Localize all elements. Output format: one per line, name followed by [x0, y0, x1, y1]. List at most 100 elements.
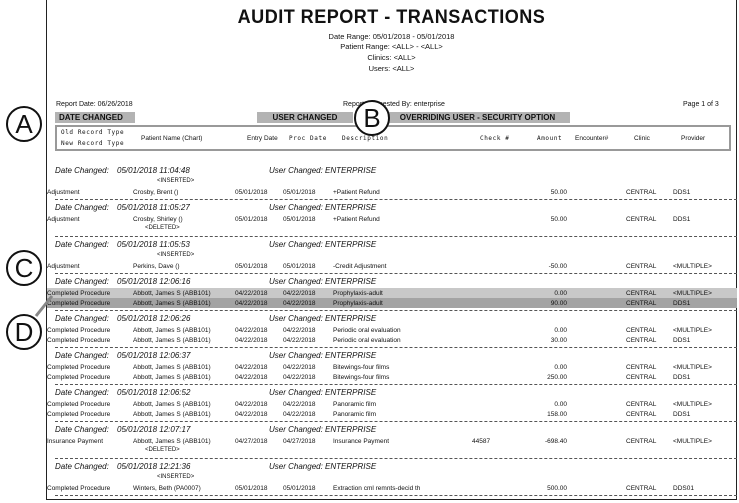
- cell-name: Abbott, James S (ABB101): [133, 401, 211, 408]
- date-changed-value: 05/01/2018 12:06:52: [117, 388, 191, 397]
- cell-provider: <MULTIPLE>: [673, 401, 712, 408]
- date-changed-label: Date Changed:: [55, 425, 109, 434]
- group-header: Date Changed: 05/01/2018 12:06:52 User Cha…: [55, 387, 737, 399]
- change-group: Date Changed: 05/01/2018 12:21:36 User Cha…: [47, 459, 737, 496]
- record-marker: <DELETED>: [55, 224, 737, 234]
- cell-desc: Bitewings-four films: [333, 364, 390, 371]
- cell-type: Completed Procedure: [47, 337, 111, 344]
- change-group: Date Changed: 05/01/2018 11:05:27 User Cha…: [47, 200, 737, 237]
- cell-desc: Prophylaxis-adult: [333, 300, 383, 307]
- cell-name: Abbott, James S (ABB101): [133, 374, 211, 381]
- col-clinic: Clinic: [634, 135, 650, 142]
- cell-amount: 250.00: [547, 374, 567, 381]
- cell-name: Abbott, James S (ABB101): [133, 438, 211, 445]
- report-page: AUDIT REPORT - TRANSACTIONS Date Range: …: [46, 0, 737, 500]
- change-group: Date Changed: 05/01/2018 12:07:17 User Cha…: [47, 422, 737, 459]
- cell-amount: 90.00: [550, 300, 567, 307]
- cell-entry: 04/22/2018: [235, 290, 268, 297]
- cell-proc: 05/01/2018: [283, 216, 316, 223]
- date-changed-value: 05/01/2018 12:21:36: [117, 462, 191, 471]
- cell-entry: 05/01/2018: [235, 216, 268, 223]
- cell-provider: DDS01: [673, 485, 694, 492]
- cell-proc: 04/22/2018: [283, 401, 316, 408]
- date-changed-label: Date Changed:: [55, 462, 109, 471]
- cell-provider: DDS1: [673, 189, 691, 196]
- date-changed-label: Date Changed:: [55, 277, 109, 286]
- cell-clinic: CENTRAL: [626, 401, 657, 408]
- group-header: Date Changed: 05/01/2018 11:05:53 User Cha…: [55, 239, 737, 251]
- cell-name: Abbott, James S (ABB101): [133, 364, 211, 371]
- cell-entry: 04/22/2018: [235, 411, 268, 418]
- cell-desc: -Credit Adjustment: [333, 263, 387, 270]
- change-group: Date Changed: 05/01/2018 12:06:37 User Cha…: [47, 348, 737, 385]
- cell-desc: Extraction cml remnts-decid th: [333, 485, 421, 492]
- date-changed-label: Date Changed:: [55, 314, 109, 323]
- cell-provider: <MULTIPLE>: [673, 364, 712, 371]
- user-changed: User Changed: ENTERPRISE: [269, 277, 377, 286]
- date-changed-band: DATE CHANGED: [55, 112, 135, 123]
- cell-provider: DDS1: [673, 411, 691, 418]
- cell-amount: 0.00: [554, 401, 567, 408]
- user-changed: User Changed: ENTERPRISE: [269, 314, 377, 323]
- cell-clinic: CENTRAL: [626, 263, 657, 270]
- cell-proc: 04/22/2018: [283, 327, 316, 334]
- cell-provider: <MULTIPLE>: [673, 263, 712, 270]
- cell-type: Completed Procedure: [47, 300, 111, 307]
- table-row: Insurance Payment Abbott, James S (ABB101…: [47, 436, 737, 446]
- cell-type: Completed Procedure: [47, 485, 111, 492]
- cell-amount: -698.40: [544, 438, 567, 445]
- cell-desc: Prophylaxis-adult: [333, 290, 383, 297]
- cell-provider: <MULTIPLE>: [673, 327, 712, 334]
- col-entry-date: Entry Date: [247, 135, 278, 142]
- user-changed: User Changed: ENTERPRISE: [269, 425, 377, 434]
- date-changed-value: 05/01/2018 11:05:53: [117, 240, 190, 249]
- cell-clinic: CENTRAL: [626, 327, 657, 334]
- cell-amount: 158.00: [547, 411, 567, 418]
- group-header: Date Changed: 05/01/2018 11:04:48 User Cha…: [55, 165, 737, 177]
- cell-desc: Periodic oral evaluation: [333, 337, 401, 344]
- col-new-record-type: New Record Type: [61, 140, 125, 147]
- cell-clinic: CENTRAL: [626, 189, 657, 196]
- cell-entry: 04/22/2018: [235, 337, 268, 344]
- user-changed: User Changed: ENTERPRISE: [269, 462, 377, 471]
- record-marker: <INSERTED>: [55, 473, 737, 483]
- record-marker: <INSERTED>: [55, 251, 737, 261]
- date-changed-label: Date Changed:: [55, 240, 109, 249]
- cell-amount: 0.00: [554, 364, 567, 371]
- col-description: Description: [342, 135, 389, 142]
- col-provider: Provider: [681, 135, 706, 142]
- change-group: Date Changed: 05/01/2018 12:06:16 User Cha…: [47, 274, 737, 311]
- user-changed: User Changed: ENTERPRISE: [269, 388, 377, 397]
- col-encounter: Encounter#: [575, 135, 609, 142]
- users-filter: Users: <ALL>: [368, 64, 415, 73]
- callout-a: A: [6, 106, 42, 142]
- report-date: Report Date: 06/26/2018: [56, 101, 133, 108]
- table-row: Completed Procedure Abbott, James S (ABB1…: [47, 362, 737, 372]
- cell-entry: 04/22/2018: [235, 374, 268, 381]
- cell-entry: 05/01/2018: [235, 485, 268, 492]
- cell-name: Abbott, James S (ABB101): [133, 337, 211, 344]
- cell-proc: 05/01/2018: [283, 263, 316, 270]
- cell-entry: 04/22/2018: [235, 401, 268, 408]
- cell-clinic: CENTRAL: [626, 411, 657, 418]
- cell-type: Completed Procedure: [47, 374, 111, 381]
- cell-entry: 05/01/2018: [235, 189, 268, 196]
- inserted-marker: <INSERTED>: [157, 252, 195, 258]
- cell-proc: 04/22/2018: [283, 374, 316, 381]
- date-changed-label: Date Changed:: [55, 351, 109, 360]
- cell-type: Completed Procedure: [47, 401, 111, 408]
- deleted-marker: <DELETED>: [145, 225, 180, 231]
- group-header: Date Changed: 05/01/2018 12:06:37 User Cha…: [55, 350, 737, 362]
- cell-amount: 0.00: [554, 327, 567, 334]
- cell-amount: 500.00: [547, 485, 567, 492]
- requested-by: Report Requested By: enterprise: [343, 101, 445, 108]
- date-changed-label: Date Changed:: [55, 203, 109, 212]
- callout-b: B: [354, 100, 390, 136]
- cell-proc: 05/01/2018: [283, 485, 316, 492]
- callout-d: D: [6, 314, 42, 350]
- table-row: Adjustment Crosby, Brent () 05/01/2018 05/0…: [47, 187, 737, 197]
- table-row: Completed Procedure Abbott, James S (ABB1…: [47, 399, 737, 409]
- cell-amount: 0.00: [554, 290, 567, 297]
- callout-d-leader: [34, 295, 54, 317]
